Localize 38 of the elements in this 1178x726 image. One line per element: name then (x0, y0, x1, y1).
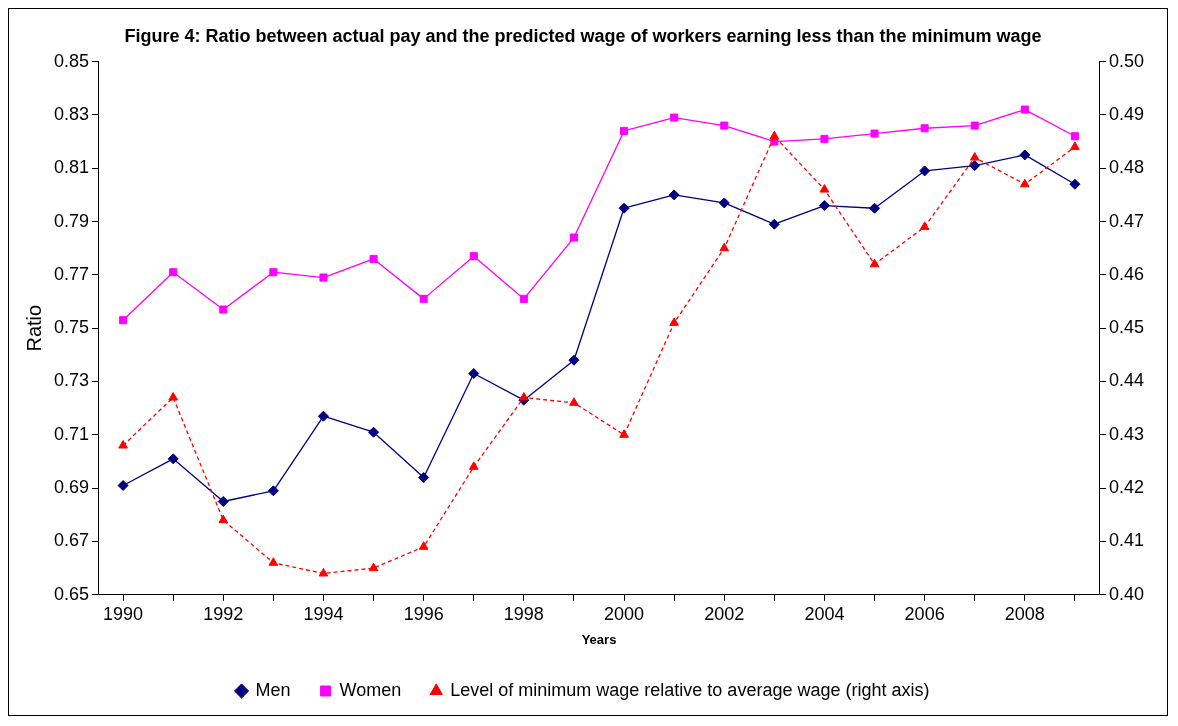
x-tick-label: 2006 (904, 603, 945, 624)
x-tick-label: 2008 (1004, 603, 1045, 624)
x-tick-label: 1990 (103, 603, 144, 624)
x-tick-label: 1994 (303, 603, 344, 624)
x-tick-label: 2002 (704, 603, 745, 624)
y-tick-label: 0.73 (53, 370, 90, 391)
y-tick-label: 0.81 (53, 157, 90, 178)
x-tick-label: 2004 (804, 603, 845, 624)
y2-tick-label: 0.46 (1108, 263, 1145, 284)
y-tick-label: 0.71 (53, 423, 90, 444)
y-tick-label: 0.83 (53, 103, 90, 124)
chart-title: Figure 4: Ratio between actual pay and the predicted wage of workers earning less than the minimum wage (124, 25, 1042, 46)
y2-tick-label: 0.47 (1108, 210, 1145, 231)
y-tick-label: 0.85 (53, 50, 90, 71)
y2-tick-label: 0.41 (1108, 530, 1145, 551)
y-tick-label: 0.77 (53, 263, 90, 284)
y2-tick-label: 0.43 (1108, 423, 1145, 444)
y2-tick-label: 0.42 (1108, 477, 1145, 498)
y2-tick-label: 0.44 (1108, 370, 1145, 391)
x-axis-title: Years (581, 631, 617, 647)
legend-label: Level of minimum wage relative to average wage (right axis) (450, 679, 930, 700)
legend-label: Women (339, 679, 402, 700)
y2-tick-label: 0.45 (1108, 317, 1145, 338)
y2-tick-label: 0.40 (1108, 583, 1145, 604)
y2-tick-label: 0.48 (1108, 157, 1145, 178)
x-tick-label: 1998 (503, 603, 544, 624)
y-tick-label: 0.75 (53, 317, 90, 338)
y-tick-label: 0.69 (53, 477, 90, 498)
x-tick-label: 1992 (203, 603, 244, 624)
y2-tick-label: 0.49 (1108, 103, 1145, 124)
y-axis-title: Ratio (22, 304, 45, 352)
y-tick-label: 0.67 (53, 530, 90, 551)
x-tick-label: 1996 (403, 603, 444, 624)
y-tick-label: 0.65 (53, 583, 90, 604)
legend-label: Men (255, 679, 291, 700)
y2-tick-label: 0.50 (1108, 50, 1145, 71)
y-tick-label: 0.79 (53, 210, 90, 231)
x-tick-label: 2000 (604, 603, 645, 624)
